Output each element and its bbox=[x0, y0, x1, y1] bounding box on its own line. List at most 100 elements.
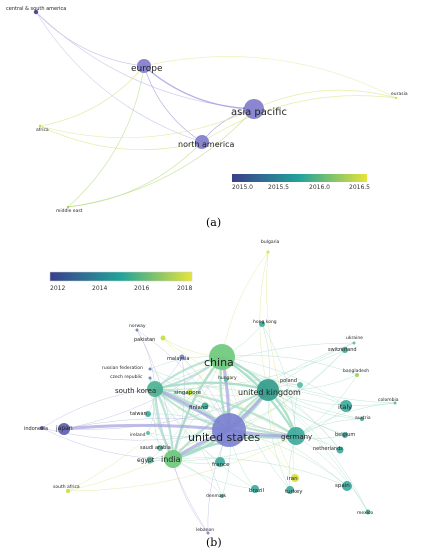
edge-india-malaysia bbox=[172, 356, 185, 460]
panel-a-labels: central & south america europe asia paci… bbox=[6, 6, 408, 214]
node-label-poland: poland bbox=[280, 378, 297, 384]
node-label-north-america: north america bbox=[178, 140, 235, 149]
edge-china-italy bbox=[221, 356, 347, 407]
node-hong-kong bbox=[259, 321, 265, 327]
edge-eurasia-europe bbox=[143, 56, 397, 99]
edge-south_korea-france bbox=[154, 388, 221, 463]
edge-united_kingdom-mexico bbox=[267, 389, 369, 513]
node-label-ukraine: ukraine bbox=[346, 335, 363, 341]
legend-tick: 2015.0 bbox=[232, 184, 253, 191]
edge-south_korea-switzerland bbox=[154, 349, 346, 390]
edge-africa-asia_pacific bbox=[39, 108, 255, 139]
node-label-finland: finland bbox=[189, 405, 208, 411]
legend-tick: 2018 bbox=[177, 285, 192, 292]
node-central-south-america bbox=[33, 9, 39, 15]
node-label-south-korea: south korea bbox=[115, 387, 156, 395]
node-label-colombia: colombia bbox=[378, 397, 399, 403]
node-label-mexico: mexico bbox=[357, 510, 373, 516]
edge-germany-south_africa bbox=[67, 435, 297, 492]
node-label-denmark: denmark bbox=[206, 493, 226, 499]
node-label-africa: africa bbox=[36, 127, 49, 133]
node-label-japan: japan bbox=[55, 425, 73, 432]
node-malaysia bbox=[179, 354, 185, 360]
edge-germany-colombia bbox=[295, 402, 396, 437]
edge-eurasia-asia_pacific bbox=[253, 89, 397, 110]
node-label-norway: norway bbox=[129, 323, 146, 329]
edge-eurasia-north_america bbox=[201, 95, 397, 143]
node-brazil bbox=[251, 485, 259, 493]
node-russian-federation bbox=[148, 367, 152, 371]
node-finland bbox=[201, 402, 209, 410]
panel-b-network: bulgaria norway hong kong ukraine pakist… bbox=[24, 239, 399, 549]
node-label-hong-kong: hong kong bbox=[253, 319, 277, 325]
node-north-america bbox=[195, 135, 209, 149]
node-label-taiwan: taiwan bbox=[130, 411, 147, 417]
panel-a-network: central & south america europe asia paci… bbox=[6, 6, 408, 229]
node-label-netherlands: netherlands bbox=[313, 446, 343, 452]
edge-india-spain bbox=[172, 457, 348, 487]
node-label-brazil: brazil bbox=[249, 488, 265, 494]
node-lebanon bbox=[206, 531, 210, 535]
edge-middle_east-asia_pacific bbox=[67, 108, 255, 208]
node-label-south-africa: south africa bbox=[53, 484, 80, 490]
node-bangladesh bbox=[355, 373, 359, 377]
color-scale-bar bbox=[49, 271, 193, 282]
legend-tick: 2016 bbox=[134, 285, 149, 292]
edge-china-bangladesh bbox=[221, 355, 358, 376]
node-label-europe: europe bbox=[131, 64, 163, 74]
edge-india-lebanon bbox=[172, 458, 209, 534]
edge-germany-bulgaria bbox=[266, 251, 297, 437]
node-india bbox=[164, 450, 182, 468]
node-belgium bbox=[342, 432, 348, 438]
color-scale-bar bbox=[232, 174, 367, 182]
panel-b-color-legend: 2012 2014 2016 2018 bbox=[49, 271, 193, 292]
edge-china-bulgaria bbox=[221, 251, 269, 358]
edge-south_korea-spain bbox=[154, 388, 348, 487]
node-iran bbox=[291, 474, 299, 482]
node-mexico bbox=[365, 509, 371, 515]
node-hungary bbox=[224, 378, 228, 382]
node-czech-republic bbox=[148, 376, 152, 380]
node-africa bbox=[38, 124, 42, 128]
node-label-bulgaria: bulgaria bbox=[261, 239, 280, 245]
node-label-ireland: ireland bbox=[130, 432, 146, 438]
node-label-hungary: hungary bbox=[218, 375, 237, 381]
edge-germany-pakistan bbox=[162, 337, 297, 437]
node-label-eurasia: eurasia bbox=[391, 91, 408, 97]
node-label-france: france bbox=[212, 462, 230, 468]
node-label-italy: italy bbox=[338, 403, 352, 411]
legend-tick: 2015.5 bbox=[268, 184, 289, 191]
edge-india-hungary bbox=[172, 379, 227, 460]
edge-south_korea-denmark bbox=[154, 388, 223, 497]
node-netherlands bbox=[336, 446, 344, 454]
node-pakistan bbox=[160, 335, 166, 341]
panel-a-nodes bbox=[33, 9, 398, 209]
node-label-lebanon: lebanon bbox=[196, 527, 214, 533]
node-turkey bbox=[286, 486, 294, 494]
node-label-egypt: egypt bbox=[137, 457, 155, 464]
edge-south_korea-ukraine bbox=[154, 342, 355, 390]
edge-germany-japan bbox=[63, 418, 297, 437]
node-label-china: china bbox=[204, 356, 234, 369]
panel-b-caption: (b) bbox=[206, 536, 222, 549]
node-united-states bbox=[212, 413, 246, 447]
edge-india-indonesia bbox=[41, 427, 174, 460]
node-ireland bbox=[146, 431, 150, 435]
node-italy bbox=[340, 400, 352, 412]
node-label-spain: spain bbox=[335, 483, 350, 489]
node-label-czech-republic: czech republic bbox=[110, 374, 143, 380]
node-france bbox=[215, 457, 225, 467]
edge-germany-mexico bbox=[295, 435, 369, 513]
node-eurasia bbox=[394, 96, 398, 100]
node-label-belgium: belgium bbox=[335, 432, 355, 438]
node-label-central-south-america: central & south america bbox=[6, 6, 66, 12]
node-spain bbox=[342, 481, 352, 491]
node-label-pakistan: pakistan bbox=[134, 337, 155, 343]
node-south-korea bbox=[147, 381, 163, 397]
panel-a-caption: (a) bbox=[206, 216, 221, 229]
node-bulgaria bbox=[266, 250, 270, 254]
legend-tick: 2016.0 bbox=[309, 184, 330, 191]
node-south-africa bbox=[66, 489, 70, 493]
edge-africa-north_america bbox=[39, 125, 203, 151]
legend-tick: 2014 bbox=[92, 285, 107, 292]
